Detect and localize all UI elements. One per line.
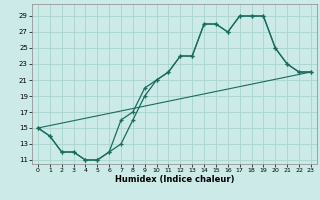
X-axis label: Humidex (Indice chaleur): Humidex (Indice chaleur) bbox=[115, 175, 234, 184]
